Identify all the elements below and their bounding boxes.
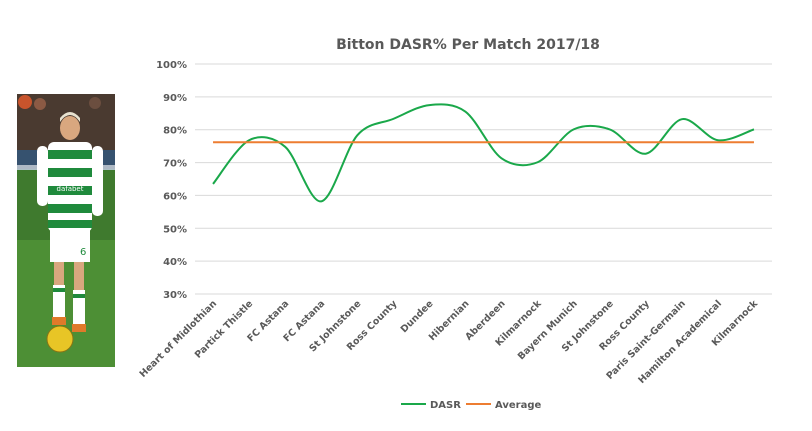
- gridlines: [195, 63, 772, 295]
- series: [212, 103, 755, 203]
- y-tick-label: 30%: [163, 290, 187, 301]
- player-photo: dafabet 6: [17, 94, 115, 367]
- y-tick-label: 80%: [163, 126, 187, 137]
- y-tick-label: 60%: [163, 191, 187, 202]
- series-line-dasr: [212, 103, 755, 203]
- legend: DASR Average: [401, 400, 542, 411]
- y-tick-label: 70%: [163, 159, 187, 170]
- chart-title: Bitton DASR% Per Match 2017/18: [336, 37, 600, 53]
- y-tick-label: 100%: [156, 60, 187, 71]
- y-tick-label: 40%: [163, 257, 187, 268]
- y-axis-ticks: 30% 40% 50% 60% 70% 80% 90% 100%: [156, 60, 187, 301]
- x-tick-label: Dundee: [399, 298, 436, 335]
- legend-label-average: Average: [495, 400, 542, 411]
- shirt-number: 6: [80, 247, 86, 258]
- shirt-sponsor: dafabet: [57, 185, 84, 193]
- legend-label-dasr: DASR: [430, 400, 461, 411]
- y-tick-label: 90%: [163, 93, 187, 104]
- y-tick-label: 50%: [163, 224, 187, 235]
